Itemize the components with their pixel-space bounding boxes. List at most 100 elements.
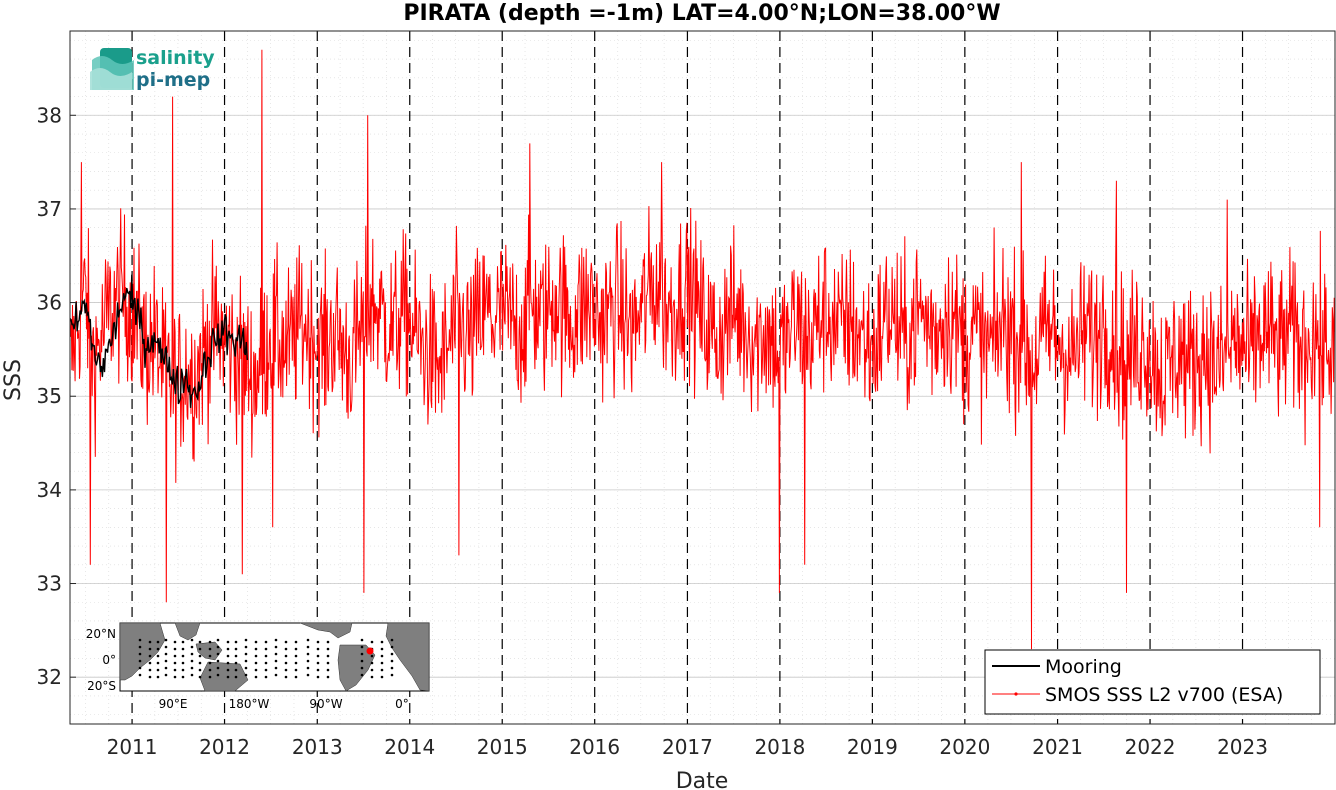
inset-mooring-dot — [156, 661, 160, 665]
inset-mooring-dot — [208, 668, 212, 672]
inset-mooring-dot — [254, 647, 258, 651]
inset-mooring-dot — [370, 675, 374, 679]
inset-mooring-dot — [190, 645, 194, 649]
inset-mooring-dot — [216, 659, 220, 663]
inset-mooring-dot — [264, 675, 268, 679]
inset-mooring-dot — [138, 638, 142, 642]
inset-mooring-dot — [216, 638, 220, 642]
inset-lon-tick-180w: 180°W — [229, 697, 270, 711]
inset-mooring-dot — [244, 673, 248, 677]
inset-mooring-dot — [181, 675, 185, 679]
inset-lon-tick-90e: 90°E — [159, 697, 188, 711]
inset-mooring-dot — [254, 668, 258, 672]
inset-mooring-dot — [208, 654, 212, 658]
inset-mooring-dot — [216, 673, 220, 677]
inset-mooring-dot — [208, 675, 212, 679]
smos-series-line — [69, 49, 1336, 650]
inset-mooring-dot — [274, 638, 278, 642]
inset-mooring-dot — [370, 668, 374, 672]
inset-mooring-dot — [226, 654, 230, 658]
inset-mooring-dot — [226, 640, 230, 644]
inset-mooring-dot — [264, 668, 268, 672]
inset-mooring-dot — [244, 645, 248, 649]
inset-mooring-dot — [390, 666, 394, 670]
year-boundary-lines — [131, 31, 1244, 724]
inset-mooring-dot — [306, 645, 310, 649]
inset-mooring-dot — [138, 666, 142, 670]
logo-wave-icon — [90, 48, 134, 90]
inset-mooring-dot — [254, 661, 258, 665]
inset-mooring-dot — [294, 668, 298, 672]
inset-mooring-dot — [326, 647, 330, 651]
inset-mooring-dot — [326, 654, 330, 658]
logo-text-salinity: salinity — [136, 47, 215, 69]
inset-mooring-dot — [198, 647, 202, 651]
inset-mooring-dot — [234, 654, 238, 658]
x-tick-label: 2011 — [107, 735, 158, 759]
inset-mooring-dot — [306, 666, 310, 670]
inset-mooring-dot — [226, 675, 230, 679]
chart-title: PIRATA (depth =-1m) LAT=4.00°N;LON=38.00… — [403, 1, 1000, 26]
inset-mooring-dot — [390, 645, 394, 649]
inset-mooring-dot — [164, 666, 168, 670]
x-tick-label: 2019 — [847, 735, 898, 759]
inset-mooring-dot — [216, 645, 220, 649]
inset-mooring-dot — [316, 668, 320, 672]
inset-mooring-dot — [173, 668, 177, 672]
inset-mooring-dot — [138, 645, 142, 649]
inset-mooring-dot — [148, 661, 152, 665]
inset-mooring-dot — [148, 675, 152, 679]
y-tick-label: 35 — [37, 384, 62, 408]
inset-mooring-dot — [226, 661, 230, 665]
inset-mooring-dot — [164, 638, 168, 642]
inset-mooring-dot — [370, 640, 374, 644]
inset-mooring-dot — [294, 654, 298, 658]
legend-smos-label: SMOS SSS L2 v700 (ESA) — [1045, 684, 1283, 706]
inset-mooring-dot — [138, 652, 142, 656]
inset-mooring-dot — [208, 661, 212, 665]
inset-mooring-dot — [254, 654, 258, 658]
inset-mooring-dot — [208, 640, 212, 644]
inset-mooring-dot — [190, 673, 194, 677]
inset-mooring-dot — [326, 640, 330, 644]
inset-mooring-dot — [284, 675, 288, 679]
inset-mooring-dot — [284, 647, 288, 651]
inset-mooring-dot — [181, 640, 185, 644]
inset-mooring-dot — [360, 652, 364, 656]
y-tick-label: 36 — [37, 291, 62, 315]
inset-mooring-dot — [294, 675, 298, 679]
inset-mooring-dot — [360, 659, 364, 663]
inset-mooring-dot — [274, 645, 278, 649]
inset-mooring-dot — [190, 652, 194, 656]
inset-mooring-dot — [370, 661, 374, 665]
inset-mooring-dot — [306, 638, 310, 642]
inset-mooring-dot — [226, 668, 230, 672]
inset-mooring-dot — [284, 668, 288, 672]
x-tick-label: 2023 — [1217, 735, 1268, 759]
inset-mooring-dot — [306, 652, 310, 656]
inset-mooring-dot — [234, 661, 238, 665]
inset-mooring-dot — [156, 647, 160, 651]
y-tick-label: 33 — [37, 572, 62, 596]
inset-mooring-dot — [173, 654, 177, 658]
legend: Mooring SMOS SSS L2 v700 (ESA) — [984, 649, 1321, 715]
inset-mooring-dot — [234, 668, 238, 672]
inset-mooring-dot — [148, 668, 152, 672]
series-mooring — [69, 274, 248, 408]
inset-mooring-dot — [244, 659, 248, 663]
inset-mooring-dot — [326, 675, 330, 679]
inset-selected-mooring — [366, 647, 374, 655]
inset-mooring-dot — [156, 675, 160, 679]
inset-mooring-dot — [360, 673, 364, 677]
inset-mooring-dot — [156, 668, 160, 672]
inset-mooring-dot — [148, 647, 152, 651]
inset-mooring-dot — [181, 661, 185, 665]
inset-mooring-dot — [173, 675, 177, 679]
inset-mooring-dot — [264, 647, 268, 651]
inset-mooring-dot — [244, 652, 248, 656]
inset-mooring-dot — [316, 654, 320, 658]
inset-map: 20°N 0° 20°S 90°E 180°W 90°W 0° — [86, 622, 430, 711]
inset-mooring-dot — [181, 654, 185, 658]
inset-mooring-dot — [380, 675, 384, 679]
inset-mooring-dot — [274, 666, 278, 670]
